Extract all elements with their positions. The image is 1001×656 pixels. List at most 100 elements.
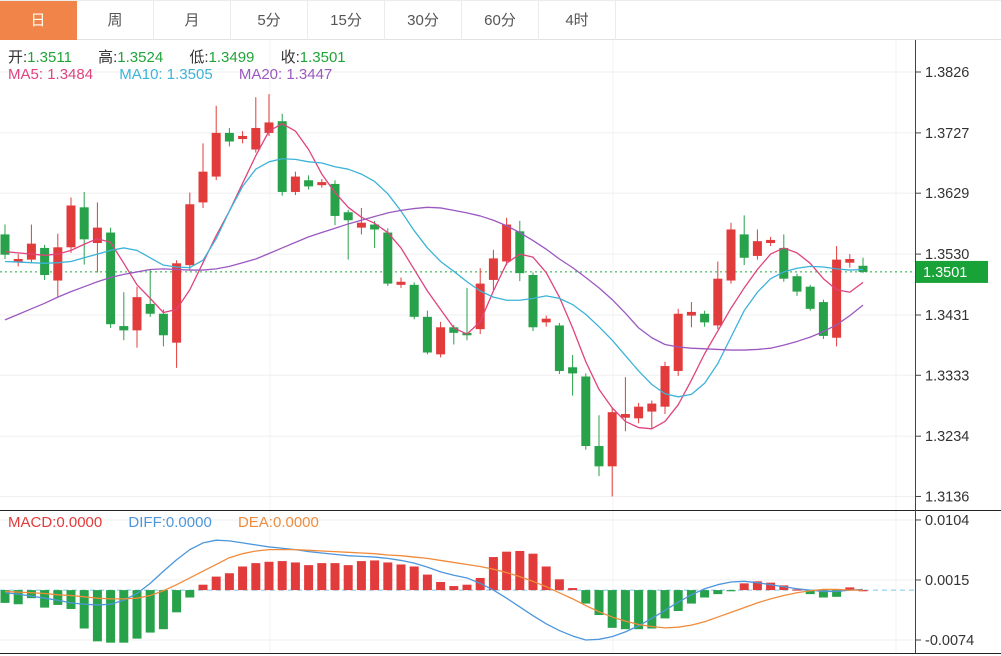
candle-body: [317, 182, 327, 186]
macd-axis-label: 0.0104: [925, 513, 969, 529]
macd-bar: [845, 587, 855, 591]
macd-bar: [396, 564, 406, 591]
macd-bar: [330, 563, 340, 591]
candle-body: [515, 231, 525, 274]
macd-bar: [818, 590, 828, 598]
candle-body: [634, 406, 644, 419]
macd-bar: [409, 566, 419, 591]
ma10-label: MA10:: [119, 66, 163, 83]
candle-body: [581, 376, 591, 447]
candle-body: [92, 227, 102, 244]
close-label: 收:: [280, 49, 300, 66]
candle-body: [40, 247, 50, 275]
macd-bar: [158, 590, 168, 630]
price-axis-label: 1.3629: [925, 186, 969, 202]
candle-body: [660, 366, 670, 407]
candle-body: [119, 326, 129, 331]
candle-body: [528, 275, 538, 328]
macd-bar: [726, 590, 736, 592]
macd-axis-label: 0.0015: [925, 573, 969, 589]
candle-body: [132, 297, 142, 331]
macd-bar: [92, 590, 102, 642]
timeframe-tabbar: 日周月 5分 15分 30分 60分 4时: [0, 0, 1001, 40]
tab-day[interactable]: 日: [0, 1, 77, 40]
macd-bar: [805, 590, 815, 595]
candle-body: [488, 258, 498, 280]
macd-axis-label: -0.0074: [925, 633, 974, 649]
ma20-value: 1.3447: [286, 66, 333, 83]
tab-month[interactable]: 月: [154, 1, 231, 40]
candle-body: [409, 284, 419, 317]
diff-line: [4, 539, 864, 641]
macd-bar: [488, 557, 498, 591]
macd-bar: [224, 573, 234, 591]
macd-bar: [40, 590, 50, 608]
macd-bar: [79, 590, 89, 629]
candle-body: [449, 327, 459, 333]
candle-body: [647, 403, 657, 412]
tab-4hour[interactable]: 4时: [539, 1, 616, 40]
tab-30min[interactable]: 30分: [385, 1, 462, 40]
macd-bar: [66, 590, 76, 609]
candle-body: [264, 122, 274, 133]
close-value: 1.3501: [299, 49, 346, 66]
ma20-line: [4, 206, 864, 351]
open-label: 开:: [8, 49, 28, 66]
candle-body: [752, 241, 762, 256]
macd-bar: [449, 586, 459, 591]
low-value: 1.3499: [208, 49, 255, 66]
macd-bar: [752, 581, 762, 591]
candle-body: [330, 183, 340, 216]
macd-label: MACD:: [8, 514, 57, 531]
macd-bar: [198, 584, 208, 591]
macd-bar: [581, 590, 591, 604]
macd-bar: [251, 563, 261, 591]
macd-bar: [634, 590, 644, 630]
tab-15min[interactable]: 15分: [308, 1, 385, 40]
candle-body: [13, 259, 23, 263]
macd-bar: [26, 590, 36, 599]
candle-body: [594, 446, 604, 467]
candle-body: [739, 234, 749, 258]
macd-bar: [422, 574, 432, 591]
tab-60min[interactable]: 60分: [462, 1, 539, 40]
candle-body: [79, 207, 89, 240]
candle-body: [845, 259, 855, 263]
tab-week[interactable]: 周: [77, 1, 154, 40]
macd-bar: [132, 590, 142, 639]
ma-legend: MA5: 1.3484 MA10: 1.3505 MA20: 1.3447: [8, 66, 354, 83]
macd-bar: [436, 582, 446, 591]
tab-5min[interactable]: 5分: [231, 1, 308, 40]
candle-body: [356, 222, 366, 228]
macd-bar: [211, 576, 221, 591]
candle-body: [436, 327, 446, 355]
candle-body: [304, 180, 314, 187]
macd-bar: [779, 585, 789, 591]
candle-body: [779, 247, 789, 279]
macd-bar: [700, 590, 710, 598]
price-axis-label: 1.3234: [925, 429, 969, 445]
macd-bar: [739, 583, 749, 591]
dea-line: [4, 548, 863, 629]
dea-value: 0.0000: [272, 514, 319, 531]
macd-bar: [185, 590, 195, 598]
candle-body: [238, 135, 248, 140]
candle-body: [0, 234, 10, 255]
candle-body: [106, 232, 116, 325]
candle-body: [620, 414, 630, 418]
candle-body: [198, 171, 208, 203]
candle-body: [277, 121, 287, 192]
macd-bar: [462, 584, 472, 591]
diff-label: DIFF:: [128, 514, 166, 531]
macd-bar: [832, 590, 842, 597]
candle-body: [396, 281, 406, 285]
current-price-tag: [916, 260, 988, 283]
candle-body: [211, 132, 221, 177]
candle-body: [568, 367, 578, 374]
macd-bar: [264, 561, 274, 591]
ma5-line: [4, 123, 864, 430]
candle-body: [172, 263, 182, 343]
candle-body: [858, 265, 868, 272]
price-axis-label: 1.3530: [925, 247, 969, 263]
